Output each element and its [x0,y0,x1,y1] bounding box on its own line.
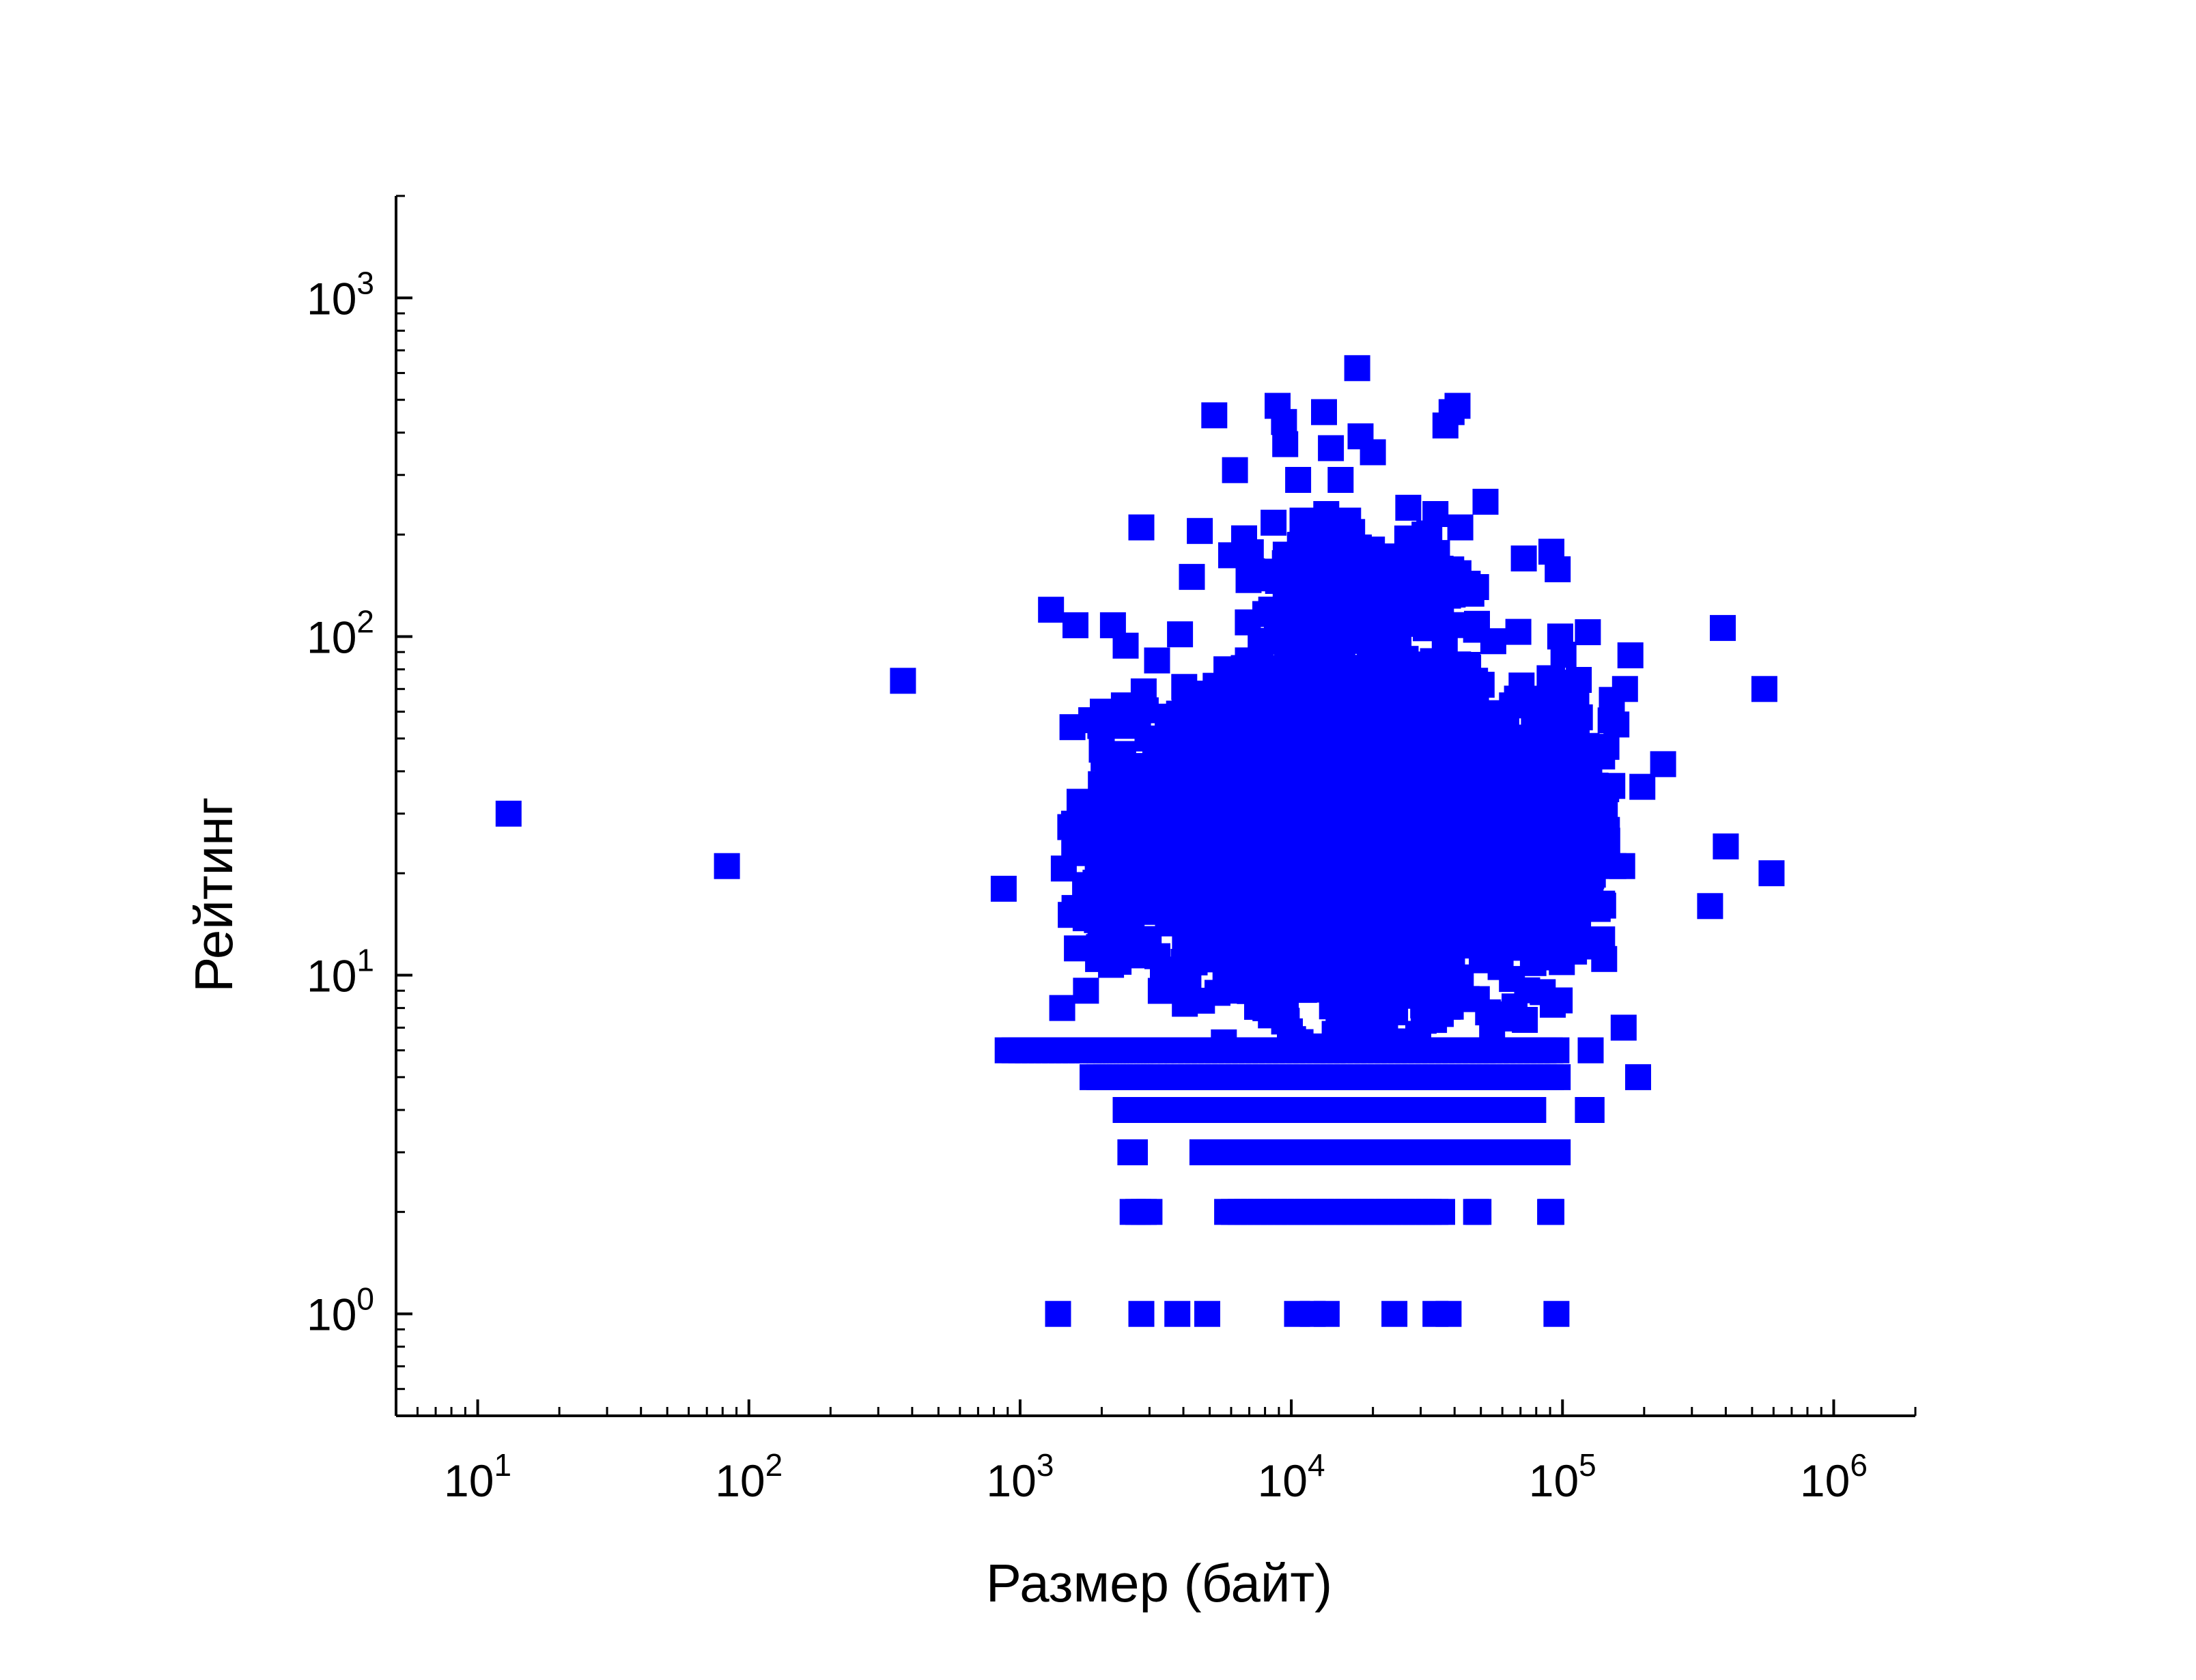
data-point [1132,697,1159,724]
data-point [1512,1007,1538,1033]
data-point [1147,978,1174,1004]
data-point [1190,681,1217,707]
data-point [1357,990,1383,1016]
data-points [495,355,1785,1327]
data-point [1482,717,1508,743]
data-point [1172,956,1199,983]
data-point [1167,621,1194,648]
data-point [1487,954,1514,980]
data-point [1380,994,1407,1021]
data-point [1437,993,1464,1020]
data-point [1262,991,1289,1018]
data-point [1472,911,1499,938]
data-point [1177,903,1204,930]
data-point [1410,992,1437,1019]
data-point [1237,978,1263,1004]
data-point [1291,977,1317,1003]
data-point [1505,618,1532,645]
data-point [1172,991,1198,1017]
